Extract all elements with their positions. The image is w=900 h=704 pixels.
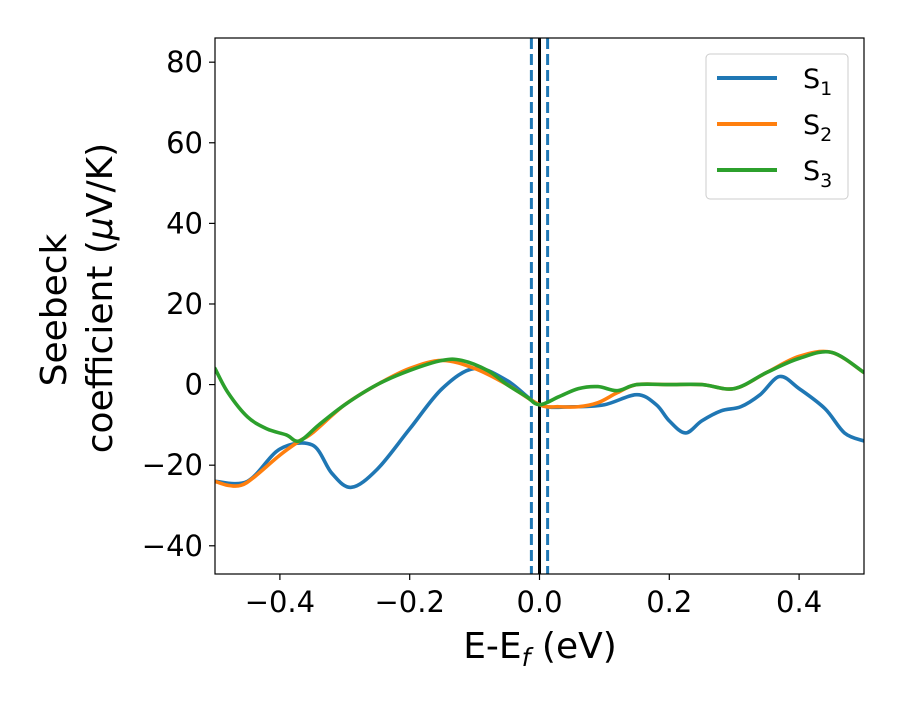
legend-box	[705, 53, 849, 200]
y-tick-label: 80	[166, 45, 203, 79]
y-axis-title-line1: Seebeck	[34, 233, 75, 386]
series-layer	[215, 349, 864, 490]
y-tick-label: 60	[166, 126, 203, 160]
series-line-s3	[215, 349, 864, 444]
y-tick-label: 40	[166, 206, 203, 240]
legend-label-s2: S2	[803, 110, 832, 146]
series-line-s1	[215, 366, 864, 490]
x-tick-label: 0.4	[776, 585, 822, 619]
y-tick-label: 20	[166, 287, 203, 321]
x-tick-label: −0.4	[245, 585, 315, 619]
legend-label-s3: S3	[803, 156, 832, 192]
y-tick-label: 0	[185, 368, 203, 402]
y-axis-title-line2: coefficient (μV/K)	[80, 143, 121, 453]
legend-label-s1: S1	[803, 64, 832, 100]
x-tick-label: 0.0	[516, 585, 562, 619]
y-tick-label: −20	[142, 448, 203, 482]
x-tick-label: 0.2	[646, 585, 692, 619]
vertical-lines	[529, 38, 550, 574]
x-axis-title: E-Ef (eV)	[463, 626, 617, 672]
y-axis-ticks: −40 −20 0 20 40 60 80	[142, 45, 215, 563]
y-tick-label: −40	[142, 529, 203, 563]
x-tick-label: −0.2	[374, 585, 444, 619]
legend: S1 S2 S3	[705, 53, 849, 200]
x-axis-ticks: −0.4 −0.2 0.0 0.2 0.4	[245, 574, 822, 619]
